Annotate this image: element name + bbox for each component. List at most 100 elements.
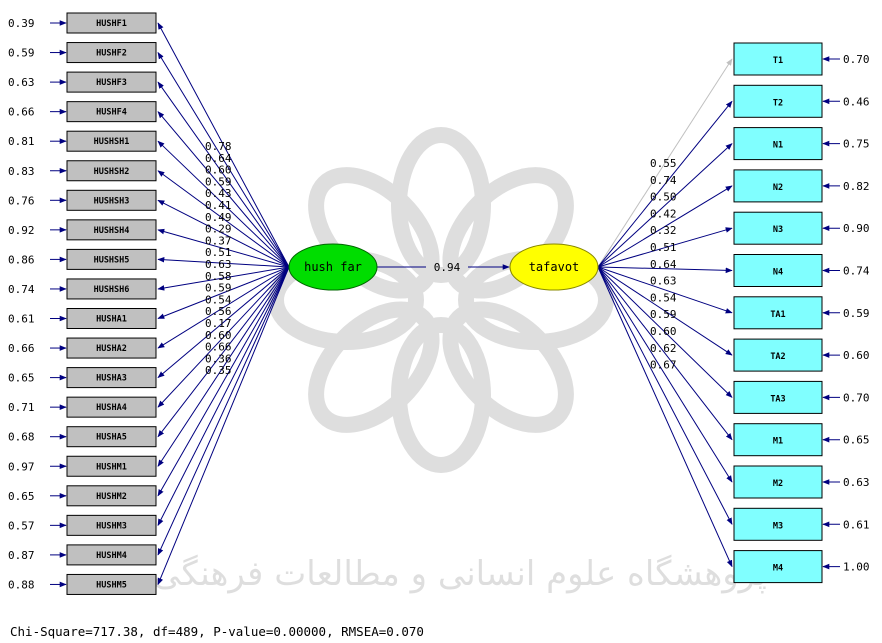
loading-path [597,143,733,268]
error-variance: 0.90 [843,222,870,235]
indicator-ta2[interactable]: TA2 0.60 [733,338,870,372]
indicator-label: HUSHSH3 [94,196,130,206]
indicator-box [66,426,157,448]
indicator-label: HUSHSH4 [94,226,130,236]
indicator-box [66,71,157,93]
loading-path [597,266,733,483]
loading-path [157,266,290,379]
loading-value: 0.37 [205,234,232,247]
latent-hush-far-label: hush far [304,260,362,274]
error-variance: 0.88 [8,578,35,591]
indicator-ta1[interactable]: TA1 0.59 [733,296,870,330]
error-variance: 0.61 [8,313,35,326]
loading-path [157,140,290,268]
indicator-t1[interactable]: T1 0.70 [733,42,870,76]
error-variance: 0.76 [8,194,35,207]
error-variance: 0.70 [843,391,870,404]
error-variance: 0.83 [8,165,35,178]
indicator-label: N3 [773,225,783,235]
watermark-petal [442,301,574,433]
indicator-hushm2[interactable]: HUSHM2 0.65 [8,485,157,507]
watermark-text: پژوهشگاه علوم انسانی و مطالعات فرهنگی [153,554,767,594]
loading-value: 0.78 [205,140,232,153]
indicator-hushsh2[interactable]: HUSHSH2 0.83 [8,160,157,182]
indicator-box [733,254,823,287]
error-variance: 0.66 [8,342,35,355]
indicator-n3[interactable]: N3 0.90 [733,211,870,245]
loading-value: 0.67 [650,359,677,372]
indicator-box [66,130,157,152]
watermark-petal [391,127,491,283]
loading-path [157,266,290,319]
latent-hush-far[interactable]: hush far [288,243,378,291]
error-variance: 0.59 [843,307,870,320]
indicator-m4[interactable]: M4 1.00 [733,550,870,584]
loading-value: 0.56 [205,305,232,318]
indicator-label: M1 [773,437,783,447]
indicator-husha5[interactable]: HUSHA5 0.68 [8,426,157,448]
indicator-hushsh3[interactable]: HUSHSH3 0.76 [8,189,157,211]
indicator-m2[interactable]: M2 0.63 [733,465,870,499]
indicator-n1[interactable]: N1 0.75 [733,127,870,161]
loading-value: 0.58 [205,270,232,283]
error-variance: 0.63 [843,476,870,489]
indicator-box [733,211,823,245]
indicator-label: TA1 [770,310,785,320]
indicator-box [66,42,157,64]
loading-value: 0.43 [205,187,232,200]
indicator-hushf3[interactable]: HUSHF3 0.63 [8,71,157,93]
indicator-hushsh6[interactable]: HUSHSH6 0.74 [8,278,157,300]
indicator-hushm4[interactable]: HUSHM4 0.87 [8,544,157,566]
latent-tafavot-label: tafavot [529,260,580,274]
indicator-label: M3 [773,521,783,531]
loading-path [597,266,733,274]
indicator-hushm3[interactable]: HUSHM3 0.57 [8,514,157,536]
loading-path [157,22,290,268]
indicator-label: HUSHSH5 [94,255,130,265]
loading-value: 0.54 [650,291,677,304]
indicator-t2[interactable]: T2 0.46 [733,84,870,118]
indicator-husha1[interactable]: HUSHA1 0.61 [8,308,157,329]
loading-value: 0.54 [205,293,232,306]
error-variance: 0.61 [843,518,870,531]
latent-tafavot[interactable]: tafavot [509,243,599,291]
loading-value: 0.51 [205,246,232,259]
indicator-m3[interactable]: M3 0.61 [733,507,870,541]
indicator-hushf2[interactable]: HUSHF2 0.59 [8,42,157,64]
indicator-box [733,127,823,161]
loading-path [597,266,733,441]
loading-value: 0.66 [205,341,232,354]
loading-value: 0.64 [650,258,677,271]
indicator-m1[interactable]: M1 0.65 [733,423,870,457]
error-variance: 0.74 [843,265,870,278]
indicator-hushsh1[interactable]: HUSHSH1 0.81 [8,130,157,152]
indicator-ta3[interactable]: TA3 0.70 [733,380,870,414]
indicator-n2[interactable]: N2 0.82 [733,169,870,203]
indicator-label: N2 [773,183,783,193]
indicator-husha2[interactable]: HUSHA2 0.66 [8,337,157,359]
watermark-emblem [268,127,614,473]
loading-path [157,266,290,291]
error-variance: 0.65 [843,434,870,447]
indicator-hushm1[interactable]: HUSHM1 0.97 [8,455,157,477]
latent-hush-far-ellipse [288,243,378,291]
loading-path [157,266,290,408]
left-loading-values: 0.780.640.600.590.430.410.490.290.370.51… [205,140,232,377]
indicator-husha3[interactable]: HUSHA3 0.65 [8,367,157,389]
indicator-hushf1[interactable]: HUSHF1 0.39 [8,12,157,34]
indicator-hushsh5[interactable]: HUSHSH5 0.86 [8,248,157,270]
error-variance: 0.59 [8,47,35,60]
indicator-hushf4[interactable]: HUSHF4 0.66 [8,101,157,123]
indicator-husha4[interactable]: HUSHA4 0.71 [8,396,157,418]
indicator-hushsh4[interactable]: HUSHSH4 0.92 [8,219,157,241]
indicator-box [66,101,157,123]
indicator-label: HUSHM3 [96,521,127,531]
loading-value: 0.32 [650,224,677,237]
loading-path [157,266,290,556]
loading-path [597,266,733,398]
indicator-label: HUSHF1 [96,19,127,29]
loading-value: 0.41 [205,199,232,212]
indicator-hushm5[interactable]: HUSHM5 0.88 [8,573,157,595]
indicator-n4[interactable]: N4 0.74 [733,254,870,287]
indicator-box [66,544,157,566]
